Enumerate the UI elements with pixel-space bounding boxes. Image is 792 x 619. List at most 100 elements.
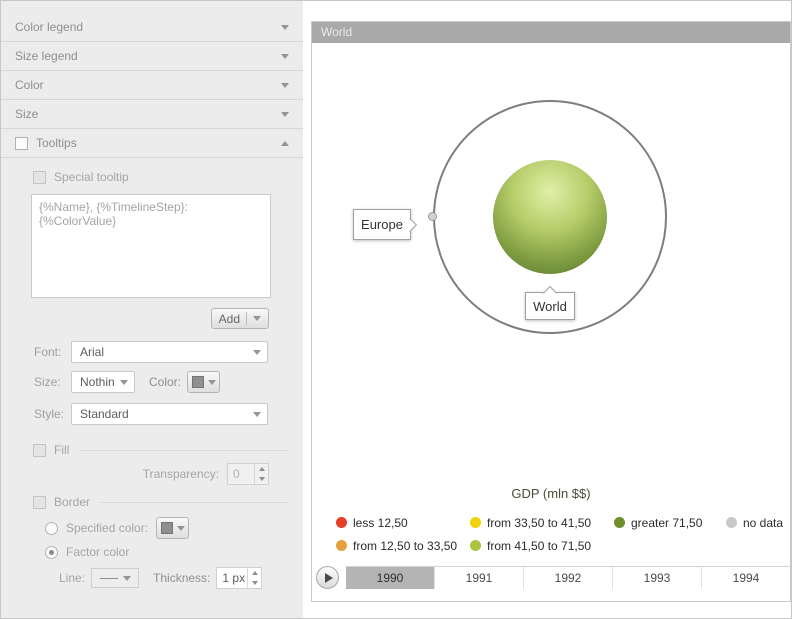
add-button[interactable]: Add — [210, 308, 269, 329]
chevron-up-icon — [281, 140, 289, 146]
year-cell-1993[interactable]: 1993 — [612, 567, 701, 589]
europe-callout-label: Europe — [361, 217, 403, 232]
spinner-down-icon — [251, 581, 258, 585]
chevron-down-icon — [281, 111, 289, 117]
fill-group-row: Fill — [33, 443, 289, 457]
accordion-size-label: Size — [15, 107, 39, 121]
legend-item[interactable]: from 41,50 to 71,50 — [470, 534, 614, 557]
spinner-up-button[interactable] — [255, 464, 268, 474]
legend-item[interactable]: from 12,50 to 33,50 — [336, 534, 470, 557]
tooltips-panel: Special tooltip {%Name}, {%TimelineStep}… — [1, 170, 303, 589]
specified-color-label: Specified color: — [66, 521, 149, 535]
chevron-down-icon — [176, 525, 185, 531]
border-checkbox[interactable] — [33, 495, 46, 509]
factor-color-row: Factor color — [45, 545, 303, 559]
legend-dot — [726, 517, 737, 528]
transparency-row: Transparency: 0 — [1, 463, 269, 485]
special-tooltip-checkbox[interactable] — [33, 170, 46, 184]
add-row: Add — [1, 308, 303, 329]
legend-item[interactable]: from 33,50 to 41,50 — [470, 511, 614, 534]
world-callout-label: World — [533, 298, 567, 314]
chevron-down-icon — [281, 53, 289, 59]
chart-title: World — [321, 25, 353, 39]
spinner-down-button[interactable] — [255, 474, 268, 484]
spinner-arrows — [254, 464, 268, 484]
size-label: Size: — [34, 375, 61, 389]
chevron-down-icon — [253, 316, 261, 321]
legend-item[interactable]: greater 71,50 — [614, 511, 726, 534]
accordion-size-legend[interactable]: Size legend — [1, 42, 303, 71]
font-select-value: Arial — [80, 345, 105, 359]
legend-item-label: from 41,50 to 71,50 — [487, 538, 592, 553]
spinner-up-button[interactable] — [248, 568, 261, 578]
year-cell-1991[interactable]: 1991 — [434, 567, 523, 589]
chevron-down-icon — [253, 349, 261, 355]
thickness-label: Thickness: — [153, 571, 211, 585]
specified-color-radio[interactable] — [45, 521, 58, 535]
legend-item-label: from 33,50 to 41,50 — [487, 515, 592, 530]
group-divider — [100, 501, 289, 503]
tooltip-template-textarea[interactable]: {%Name}, {%TimelineStep}: {%ColorValue} — [31, 194, 271, 298]
legend-dot — [470, 540, 481, 551]
color-swatch — [191, 376, 204, 388]
font-row: Font: Arial — [34, 341, 303, 363]
style-select[interactable]: Standard — [71, 403, 268, 425]
legend-item-label: no data — [743, 515, 784, 530]
legend-item[interactable]: less 12,50 — [336, 511, 470, 534]
chevron-down-icon — [253, 411, 261, 417]
world-callout[interactable]: World — [525, 292, 575, 320]
spinner-arrows — [247, 568, 261, 588]
border-color-select[interactable] — [156, 517, 190, 539]
legend-item-label: greater 71,50 — [631, 515, 703, 530]
spinner-down-icon — [258, 477, 265, 481]
timeline-years: 1990 1991 1992 1993 1994 — [346, 566, 790, 589]
style-label: Style: — [34, 407, 65, 421]
text-color-select[interactable] — [187, 371, 221, 393]
line-label: Line: — [59, 571, 86, 585]
special-tooltip-label: Special tooltip — [54, 170, 129, 184]
world-bubble[interactable] — [493, 160, 607, 274]
button-divider — [246, 312, 247, 325]
accordion-color-label: Color — [15, 78, 44, 92]
europe-anchor-dot — [428, 212, 437, 221]
fill-checkbox[interactable] — [33, 443, 46, 457]
style-select-value: Standard — [80, 407, 129, 421]
thickness-value: 1 px — [222, 571, 246, 585]
size-color-row: Size: Nothin Color: — [34, 371, 303, 393]
accordion-color-legend[interactable]: Color legend — [1, 13, 303, 42]
group-divider — [79, 449, 289, 451]
line-style-select[interactable] — [91, 568, 140, 588]
play-button[interactable] — [316, 566, 339, 589]
factor-color-label: Factor color — [66, 545, 130, 559]
legend-dot — [614, 517, 625, 528]
year-cell-1990[interactable]: 1990 — [346, 567, 434, 589]
transparency-value: 0 — [233, 467, 240, 481]
factor-color-radio[interactable] — [45, 545, 58, 559]
chevron-down-icon — [281, 24, 289, 30]
year-cell-1992[interactable]: 1992 — [523, 567, 612, 589]
legend-item-label: less 12,50 — [353, 515, 408, 530]
chart-title-bar: World — [312, 22, 790, 43]
fill-label: Fill — [54, 443, 70, 457]
transparency-spinner[interactable]: 0 — [227, 463, 269, 485]
tooltips-checkbox[interactable] — [15, 136, 28, 150]
thickness-spinner[interactable]: 1 px — [216, 567, 263, 589]
special-tooltip-row: Special tooltip — [33, 170, 303, 184]
legend-item[interactable]: no data — [726, 511, 783, 534]
accordion-tooltips[interactable]: Tooltips — [1, 129, 303, 158]
legend-dot — [336, 540, 347, 551]
legend: less 12,50 from 12,50 to 33,50 from 33,5… — [336, 511, 783, 557]
europe-callout[interactable]: Europe — [353, 209, 411, 240]
accordion-color[interactable]: Color — [1, 71, 303, 100]
legend-dot — [336, 517, 347, 528]
font-select[interactable]: Arial — [71, 341, 268, 363]
chevron-down-icon — [120, 379, 128, 385]
accordion-size[interactable]: Size — [1, 100, 303, 129]
accordion-color-legend-label: Color legend — [15, 20, 84, 34]
line-style-icon — [99, 577, 118, 579]
year-cell-1994[interactable]: 1994 — [701, 567, 790, 589]
spinner-down-button[interactable] — [248, 578, 261, 588]
legend-title: GDP (mln $$) — [511, 486, 591, 501]
size-select[interactable]: Nothin — [71, 371, 135, 393]
specified-color-row: Specified color: — [45, 517, 303, 539]
